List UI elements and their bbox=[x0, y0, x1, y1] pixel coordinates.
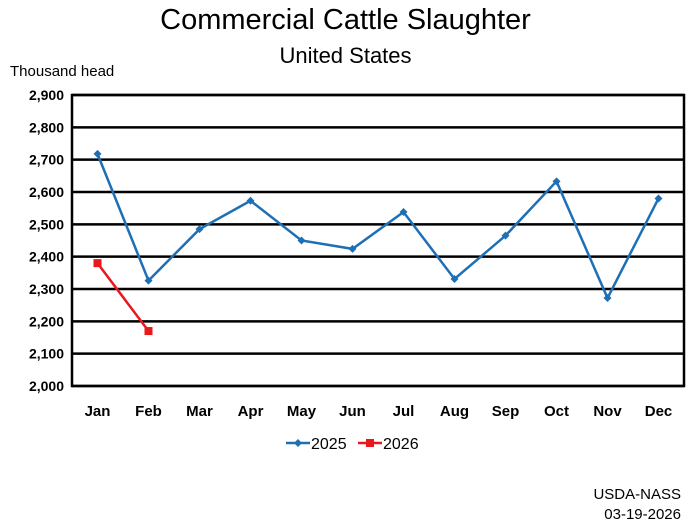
series-line-2025 bbox=[96, 153, 660, 301]
series-line-2026 bbox=[96, 262, 150, 332]
data-point-2026 bbox=[93, 259, 102, 268]
legend-label-2026: 2026 bbox=[383, 436, 419, 453]
data-point-2026 bbox=[144, 327, 153, 336]
x-tick-label: Jul bbox=[393, 403, 415, 420]
data-point-2025 bbox=[399, 208, 408, 217]
data-point-2025 bbox=[501, 231, 510, 240]
x-tick-label: May bbox=[287, 403, 317, 420]
source-label: USDA-NASS bbox=[593, 486, 681, 503]
y-tick-label: 2,400 bbox=[29, 249, 64, 265]
data-point-2025 bbox=[603, 294, 612, 303]
y-tick-label: 2,800 bbox=[29, 119, 64, 135]
x-tick-label: Apr bbox=[238, 403, 264, 420]
data-point-2025 bbox=[93, 149, 102, 158]
x-tick-label: Mar bbox=[186, 403, 213, 420]
data-point-2025 bbox=[654, 194, 663, 203]
y-tick-label: 2,200 bbox=[29, 313, 64, 329]
x-tick-label: Nov bbox=[593, 403, 622, 420]
legend-label-2025: 2025 bbox=[311, 436, 347, 453]
x-tick-label: Sep bbox=[492, 403, 520, 420]
data-point-2025 bbox=[297, 236, 306, 245]
chart-subtitle: United States bbox=[279, 43, 412, 68]
x-tick-label: Feb bbox=[135, 403, 162, 420]
data-point-2025 bbox=[246, 196, 255, 205]
y-tick-label: 2,300 bbox=[29, 281, 64, 297]
legend-marker-2025 bbox=[294, 439, 302, 447]
data-point-2025 bbox=[195, 225, 204, 234]
data-point-2025 bbox=[552, 177, 561, 186]
y-tick-label: 2,500 bbox=[29, 216, 64, 232]
x-tick-label: Jan bbox=[85, 403, 111, 420]
x-tick-label: Aug bbox=[440, 403, 469, 420]
legend-marker-2026 bbox=[366, 439, 374, 447]
release-date: 03-19-2026 bbox=[604, 506, 681, 523]
data-point-2025 bbox=[450, 274, 459, 283]
source-note: USDA-NASS 03-19-2026 bbox=[593, 485, 681, 525]
x-tick-label: Oct bbox=[544, 403, 569, 420]
data-point-2025 bbox=[144, 276, 153, 285]
x-tick-label: Dec bbox=[645, 403, 673, 420]
plot-area bbox=[70, 93, 686, 388]
chart-title: Commercial Cattle Slaughter bbox=[160, 4, 531, 36]
y-axis-label: Thousand head bbox=[10, 63, 115, 80]
y-tick-label: 2,700 bbox=[29, 152, 64, 168]
x-tick-label: Jun bbox=[339, 403, 366, 420]
y-tick-label: 2,000 bbox=[29, 378, 64, 394]
y-tick-label: 2,900 bbox=[29, 87, 64, 103]
data-point-2025 bbox=[348, 244, 357, 253]
y-tick-label: 2,100 bbox=[29, 346, 64, 362]
y-tick-label: 2,600 bbox=[29, 184, 64, 200]
